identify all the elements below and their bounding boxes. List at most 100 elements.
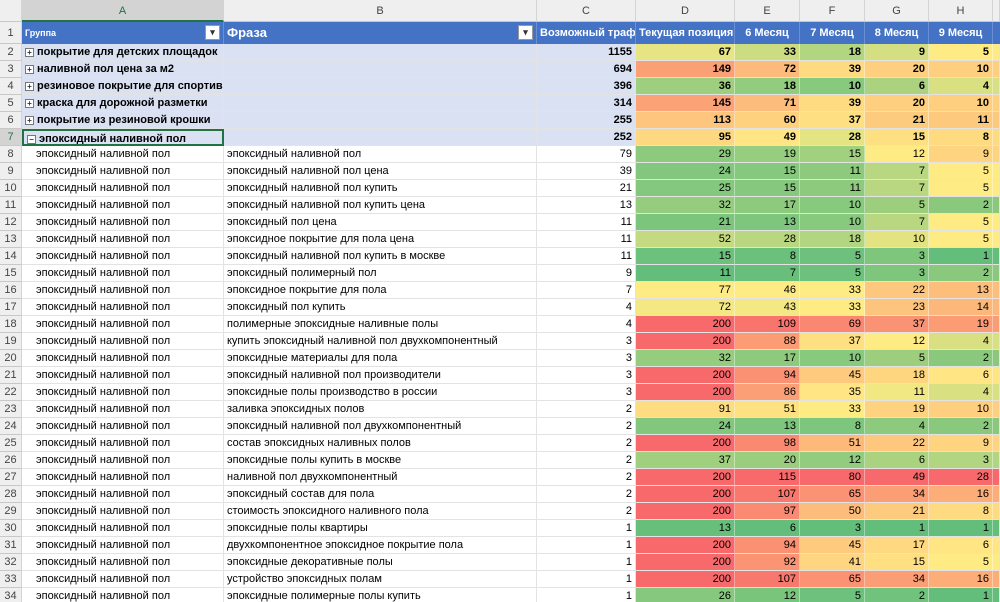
column-header[interactable]: B	[224, 0, 537, 22]
group-cell[interactable]: + краска для дорожной разметки	[22, 95, 224, 112]
value-cell[interactable]: 7	[865, 180, 929, 197]
value-cell[interactable]: 5	[929, 180, 993, 197]
value-cell[interactable]: 9	[929, 146, 993, 163]
phrase-cell[interactable]: стоимость эпоксидного наливного пола	[224, 503, 537, 520]
value-cell[interactable]: 98	[735, 435, 800, 452]
row-number[interactable]: 7	[0, 129, 22, 146]
row-number[interactable]: 21	[0, 367, 22, 384]
value-cell[interactable]: 88	[735, 333, 800, 350]
group-cell[interactable]: эпоксидный наливной пол	[22, 367, 224, 384]
value-cell[interactable]: 5	[929, 44, 993, 61]
value-cell[interactable]: 200	[636, 435, 735, 452]
value-cell[interactable]: 67	[636, 44, 735, 61]
value-cell[interactable]: 29	[636, 146, 735, 163]
value-cell[interactable]: 34	[865, 571, 929, 588]
value-cell[interactable]: 1	[537, 554, 636, 571]
value-cell[interactable]: 5	[865, 197, 929, 214]
value-cell[interactable]: 25	[636, 180, 735, 197]
value-cell[interactable]: 72	[636, 299, 735, 316]
phrase-cell[interactable]: эпоксидные полимерные полы купить	[224, 588, 537, 602]
group-cell[interactable]: эпоксидный наливной пол	[22, 384, 224, 401]
value-cell[interactable]: 3	[537, 384, 636, 401]
value-cell[interactable]: 19	[929, 316, 993, 333]
row-number[interactable]: 24	[0, 418, 22, 435]
value-cell[interactable]: 2	[537, 452, 636, 469]
value-cell[interactable]: 11	[636, 265, 735, 282]
row-number[interactable]: 6	[0, 112, 22, 129]
value-cell[interactable]: 10	[800, 350, 865, 367]
outline-toggle[interactable]: −	[27, 134, 36, 144]
phrase-cell[interactable]: эпоксидный состав для пола	[224, 486, 537, 503]
value-cell[interactable]: 10	[800, 214, 865, 231]
value-cell[interactable]: 5	[865, 350, 929, 367]
value-cell[interactable]: 6	[735, 520, 800, 537]
value-cell[interactable]: 9	[929, 435, 993, 452]
row-number[interactable]: 11	[0, 197, 22, 214]
value-cell[interactable]: 33	[800, 282, 865, 299]
value-cell[interactable]: 107	[735, 571, 800, 588]
value-cell[interactable]: 19	[865, 401, 929, 418]
value-cell[interactable]: 2	[929, 265, 993, 282]
value-cell[interactable]: 46	[735, 282, 800, 299]
value-cell[interactable]: 21	[865, 112, 929, 129]
phrase-cell[interactable]: эпоксидные декоративные полы	[224, 554, 537, 571]
row-number[interactable]: 13	[0, 231, 22, 248]
column-header[interactable]: G	[865, 0, 929, 22]
value-cell[interactable]: 107	[735, 486, 800, 503]
value-cell[interactable]: 11	[865, 384, 929, 401]
value-cell[interactable]: 13	[636, 520, 735, 537]
value-cell[interactable]: 10	[929, 61, 993, 78]
group-cell[interactable]: эпоксидный наливной пол	[22, 248, 224, 265]
phrase-cell[interactable]: эпоксидный наливной пол	[224, 146, 537, 163]
value-cell[interactable]: 32	[636, 350, 735, 367]
value-cell[interactable]: 2	[537, 469, 636, 486]
group-cell[interactable]: эпоксидный наливной пол	[22, 554, 224, 571]
phrase-cell[interactable]: эпоксидный наливной пол купить цена	[224, 197, 537, 214]
value-cell[interactable]: 18	[735, 78, 800, 95]
row-number[interactable]: 2	[0, 44, 22, 61]
row-number[interactable]: 16	[0, 282, 22, 299]
group-cell[interactable]: эпоксидный наливной пол	[22, 401, 224, 418]
value-cell[interactable]: 200	[636, 571, 735, 588]
value-cell[interactable]: 52	[636, 231, 735, 248]
value-cell[interactable]: 17	[865, 537, 929, 554]
value-cell[interactable]: 16	[929, 571, 993, 588]
row-number[interactable]: 4	[0, 78, 22, 95]
value-cell[interactable]: 72	[735, 61, 800, 78]
value-cell[interactable]: 200	[636, 554, 735, 571]
value-cell[interactable]: 95	[636, 129, 735, 146]
group-cell[interactable]: эпоксидный наливной пол	[22, 588, 224, 602]
value-cell[interactable]: 15	[865, 129, 929, 146]
value-cell[interactable]: 10	[929, 401, 993, 418]
group-cell[interactable]: эпоксидный наливной пол	[22, 333, 224, 350]
phrase-cell[interactable]: эпоксидный наливной пол производители	[224, 367, 537, 384]
value-cell[interactable]: 4	[537, 299, 636, 316]
value-cell[interactable]: 109	[735, 316, 800, 333]
value-cell[interactable]: 18	[800, 44, 865, 61]
value-cell[interactable]: 51	[800, 435, 865, 452]
value-cell[interactable]: 5	[929, 214, 993, 231]
value-cell[interactable]: 7	[865, 163, 929, 180]
value-cell[interactable]: 32	[636, 197, 735, 214]
phrase-cell[interactable]: состав эпоксидных наливных полов	[224, 435, 537, 452]
value-cell[interactable]: 19	[735, 146, 800, 163]
value-cell[interactable]: 33	[735, 44, 800, 61]
phrase-cell[interactable]	[224, 61, 537, 78]
value-cell[interactable]: 18	[865, 367, 929, 384]
value-cell[interactable]: 6	[929, 537, 993, 554]
group-cell[interactable]: эпоксидный наливной пол	[22, 299, 224, 316]
value-cell[interactable]: 10	[865, 231, 929, 248]
row-number[interactable]: 30	[0, 520, 22, 537]
value-cell[interactable]: 80	[800, 469, 865, 486]
value-cell[interactable]: 2	[929, 418, 993, 435]
value-cell[interactable]: 10	[929, 95, 993, 112]
phrase-cell[interactable]: эпоксидное покрытие для пола	[224, 282, 537, 299]
value-cell[interactable]: 69	[800, 316, 865, 333]
value-cell[interactable]: 21	[636, 214, 735, 231]
value-cell[interactable]: 1	[929, 588, 993, 602]
value-cell[interactable]: 15	[735, 163, 800, 180]
value-cell[interactable]: 43	[735, 299, 800, 316]
value-cell[interactable]: 26	[636, 588, 735, 602]
value-cell[interactable]: 41	[800, 554, 865, 571]
value-cell[interactable]: 6	[929, 367, 993, 384]
